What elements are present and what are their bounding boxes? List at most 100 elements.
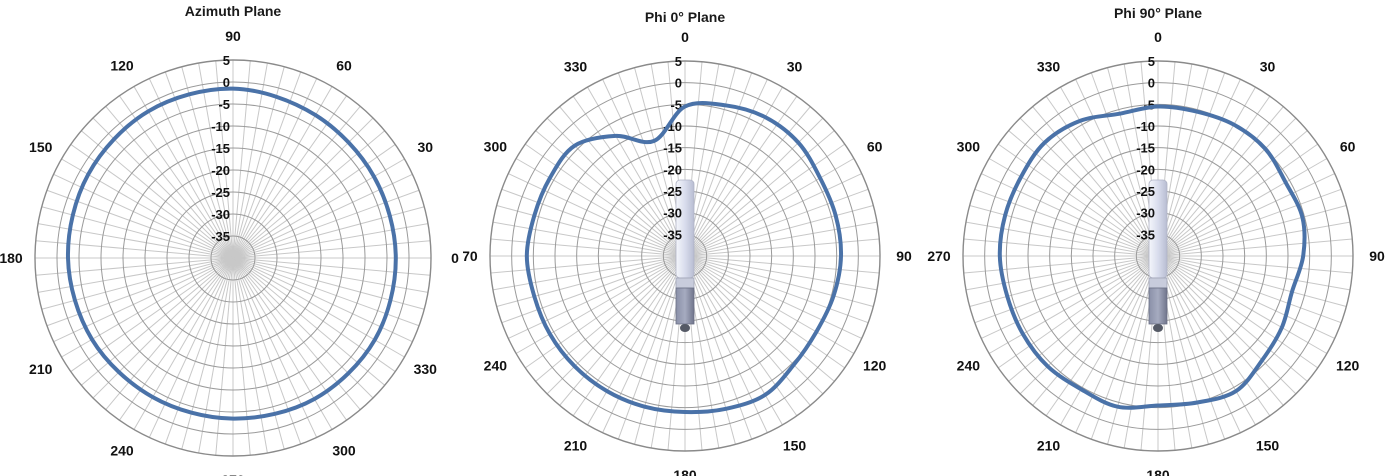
angle-label-180: 180 — [1146, 467, 1170, 476]
grid-ring — [144, 169, 322, 347]
angle-label-30: 30 — [417, 139, 433, 155]
radial-tick-20: -20 — [211, 163, 230, 178]
grid-spoke — [1090, 72, 1159, 257]
radial-tick-5: -5 — [218, 97, 230, 112]
series-line — [524, 101, 844, 415]
radial-tick-20: -20 — [1136, 162, 1155, 177]
radial-tick-25: -25 — [211, 185, 230, 200]
angle-label-90: 90 — [1369, 248, 1385, 264]
grid-spoke — [572, 95, 686, 257]
antenna-illustration — [1148, 179, 1168, 332]
grid-spoke — [164, 71, 234, 259]
radial-tick-15: -15 — [211, 141, 230, 156]
radial-tick-15: -15 — [663, 141, 682, 156]
grid-ring — [576, 147, 794, 365]
grid-spoke — [684, 238, 880, 257]
grid-spoke — [572, 255, 686, 417]
angle-label-210: 210 — [29, 361, 53, 377]
grid-spoke — [61, 158, 234, 259]
radial-tick-0: 0 — [1148, 76, 1155, 91]
grid-spoke — [35, 257, 234, 276]
grid-spoke — [684, 130, 835, 257]
polar-grid — [489, 60, 881, 452]
angle-label-330: 330 — [1037, 58, 1061, 74]
grid-spoke — [80, 257, 234, 386]
angle-label-270: 270 — [927, 248, 951, 264]
grid-spoke — [119, 257, 234, 421]
grid-spoke — [1157, 238, 1353, 257]
grid-ring — [188, 213, 278, 303]
angle-label-240: 240 — [110, 442, 134, 458]
grid-spoke — [181, 66, 234, 259]
grid-ring — [962, 60, 1354, 452]
grid-spoke — [1060, 255, 1159, 426]
angle-label-300: 300 — [957, 139, 981, 155]
grid-spoke — [684, 72, 753, 257]
grid-spoke — [988, 255, 1159, 354]
angle-label-330: 330 — [564, 58, 588, 74]
polar-grid — [962, 60, 1354, 452]
grid-ring — [554, 125, 816, 387]
radial-tick-5: 5 — [1148, 54, 1155, 69]
grid-spoke — [232, 189, 420, 259]
radial-tick-labels: 5 0 -5 -10 -15 -20 -25 -30 -35 — [1136, 54, 1155, 242]
radial-tick-25: -25 — [663, 184, 682, 199]
grid-ring — [511, 82, 859, 430]
grid-spoke — [981, 173, 1159, 257]
grid-spoke — [684, 205, 874, 257]
grid-ring — [210, 235, 256, 281]
grid-spoke — [515, 158, 686, 257]
grid-spoke — [181, 257, 234, 450]
chart-title: Azimuth Plane — [185, 3, 282, 19]
grid-spoke — [684, 221, 878, 257]
grid-spoke — [490, 238, 686, 257]
grid-spoke — [232, 257, 302, 445]
grid-spoke — [684, 143, 846, 257]
chart-phi-0: Phi 0° Plane 5 0 -5 -10 -15 -20 -25 -30 -35 0 30 60 9… — [463, 0, 926, 476]
grid-spoke — [981, 255, 1159, 339]
angle-label-60: 60 — [867, 139, 883, 155]
antenna-illustration — [675, 179, 695, 332]
grid-spoke — [684, 173, 862, 257]
grid-spoke — [232, 223, 429, 259]
grid-spoke — [232, 257, 361, 411]
grid-spoke — [105, 257, 234, 411]
grid-spoke — [508, 173, 686, 257]
grid-spoke — [232, 257, 431, 276]
grid-spoke — [997, 255, 1159, 369]
grid-spoke — [965, 221, 1159, 257]
grid-ring — [166, 191, 300, 325]
radial-tick-15: -15 — [1136, 141, 1155, 156]
grid-spoke — [80, 130, 234, 259]
grid-spoke — [1157, 106, 1284, 257]
radial-tick-25: -25 — [1136, 184, 1155, 199]
grid-spoke — [1157, 72, 1226, 257]
grid-spoke — [684, 86, 783, 257]
grid-spoke — [684, 255, 811, 406]
angle-label-30: 30 — [1260, 58, 1276, 74]
grid-spoke — [535, 130, 686, 257]
grid-spoke — [232, 206, 425, 259]
grid-spoke — [997, 143, 1159, 257]
angle-label-150: 150 — [29, 139, 53, 155]
grid-ring — [78, 103, 388, 413]
grid-ring — [100, 125, 366, 391]
grid-spoke — [490, 255, 686, 274]
grid-spoke — [492, 221, 686, 257]
grid-spoke — [232, 257, 429, 293]
grid-spoke — [684, 255, 855, 354]
grid-spoke — [501, 188, 686, 257]
grid-spoke — [974, 188, 1159, 257]
angle-label-60: 60 — [1340, 139, 1356, 155]
grid-spoke — [53, 257, 234, 343]
grid-spoke — [1157, 95, 1271, 257]
grid-spoke — [1008, 130, 1159, 257]
grid-spoke — [61, 257, 234, 358]
grid-spoke — [684, 188, 869, 257]
angle-label-30: 30 — [787, 58, 803, 74]
angle-label-0: 0 — [1154, 29, 1162, 45]
grid-spoke — [546, 117, 686, 257]
grid-spoke — [70, 257, 234, 372]
chart-title: Phi 0° Plane — [645, 9, 726, 25]
grid-spoke — [1045, 95, 1159, 257]
